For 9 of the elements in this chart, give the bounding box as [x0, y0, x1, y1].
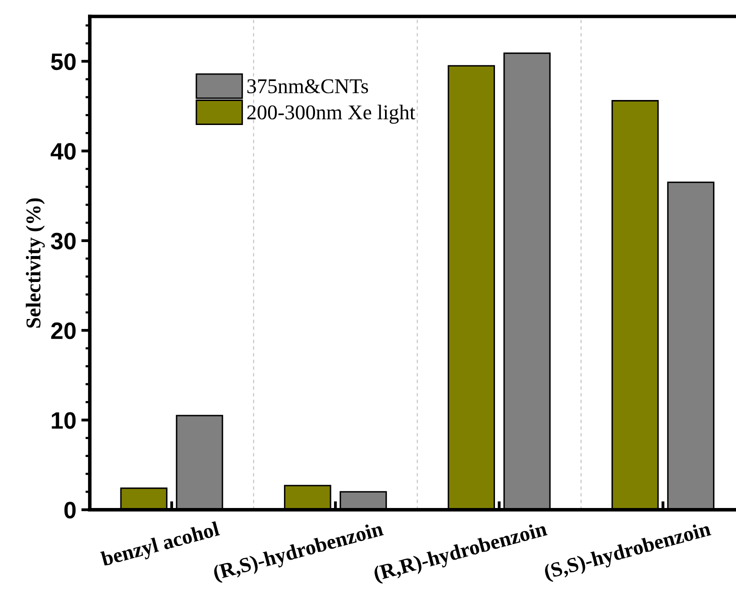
legend-label: 200-300nm Xe light — [247, 104, 416, 124]
legend-label: 375nm&CNTs — [247, 79, 368, 94]
y-axis-title: Selectivity (%) — [26, 198, 45, 328]
y-tick-label: 10 — [52, 412, 76, 429]
y-tick-label: 50 — [51, 53, 76, 70]
y-tick-label: 30 — [50, 232, 76, 250]
y-tick-label: 20 — [51, 322, 76, 340]
y-tick-label: 0 — [64, 502, 76, 519]
y-tick-label: 40 — [50, 143, 76, 160]
